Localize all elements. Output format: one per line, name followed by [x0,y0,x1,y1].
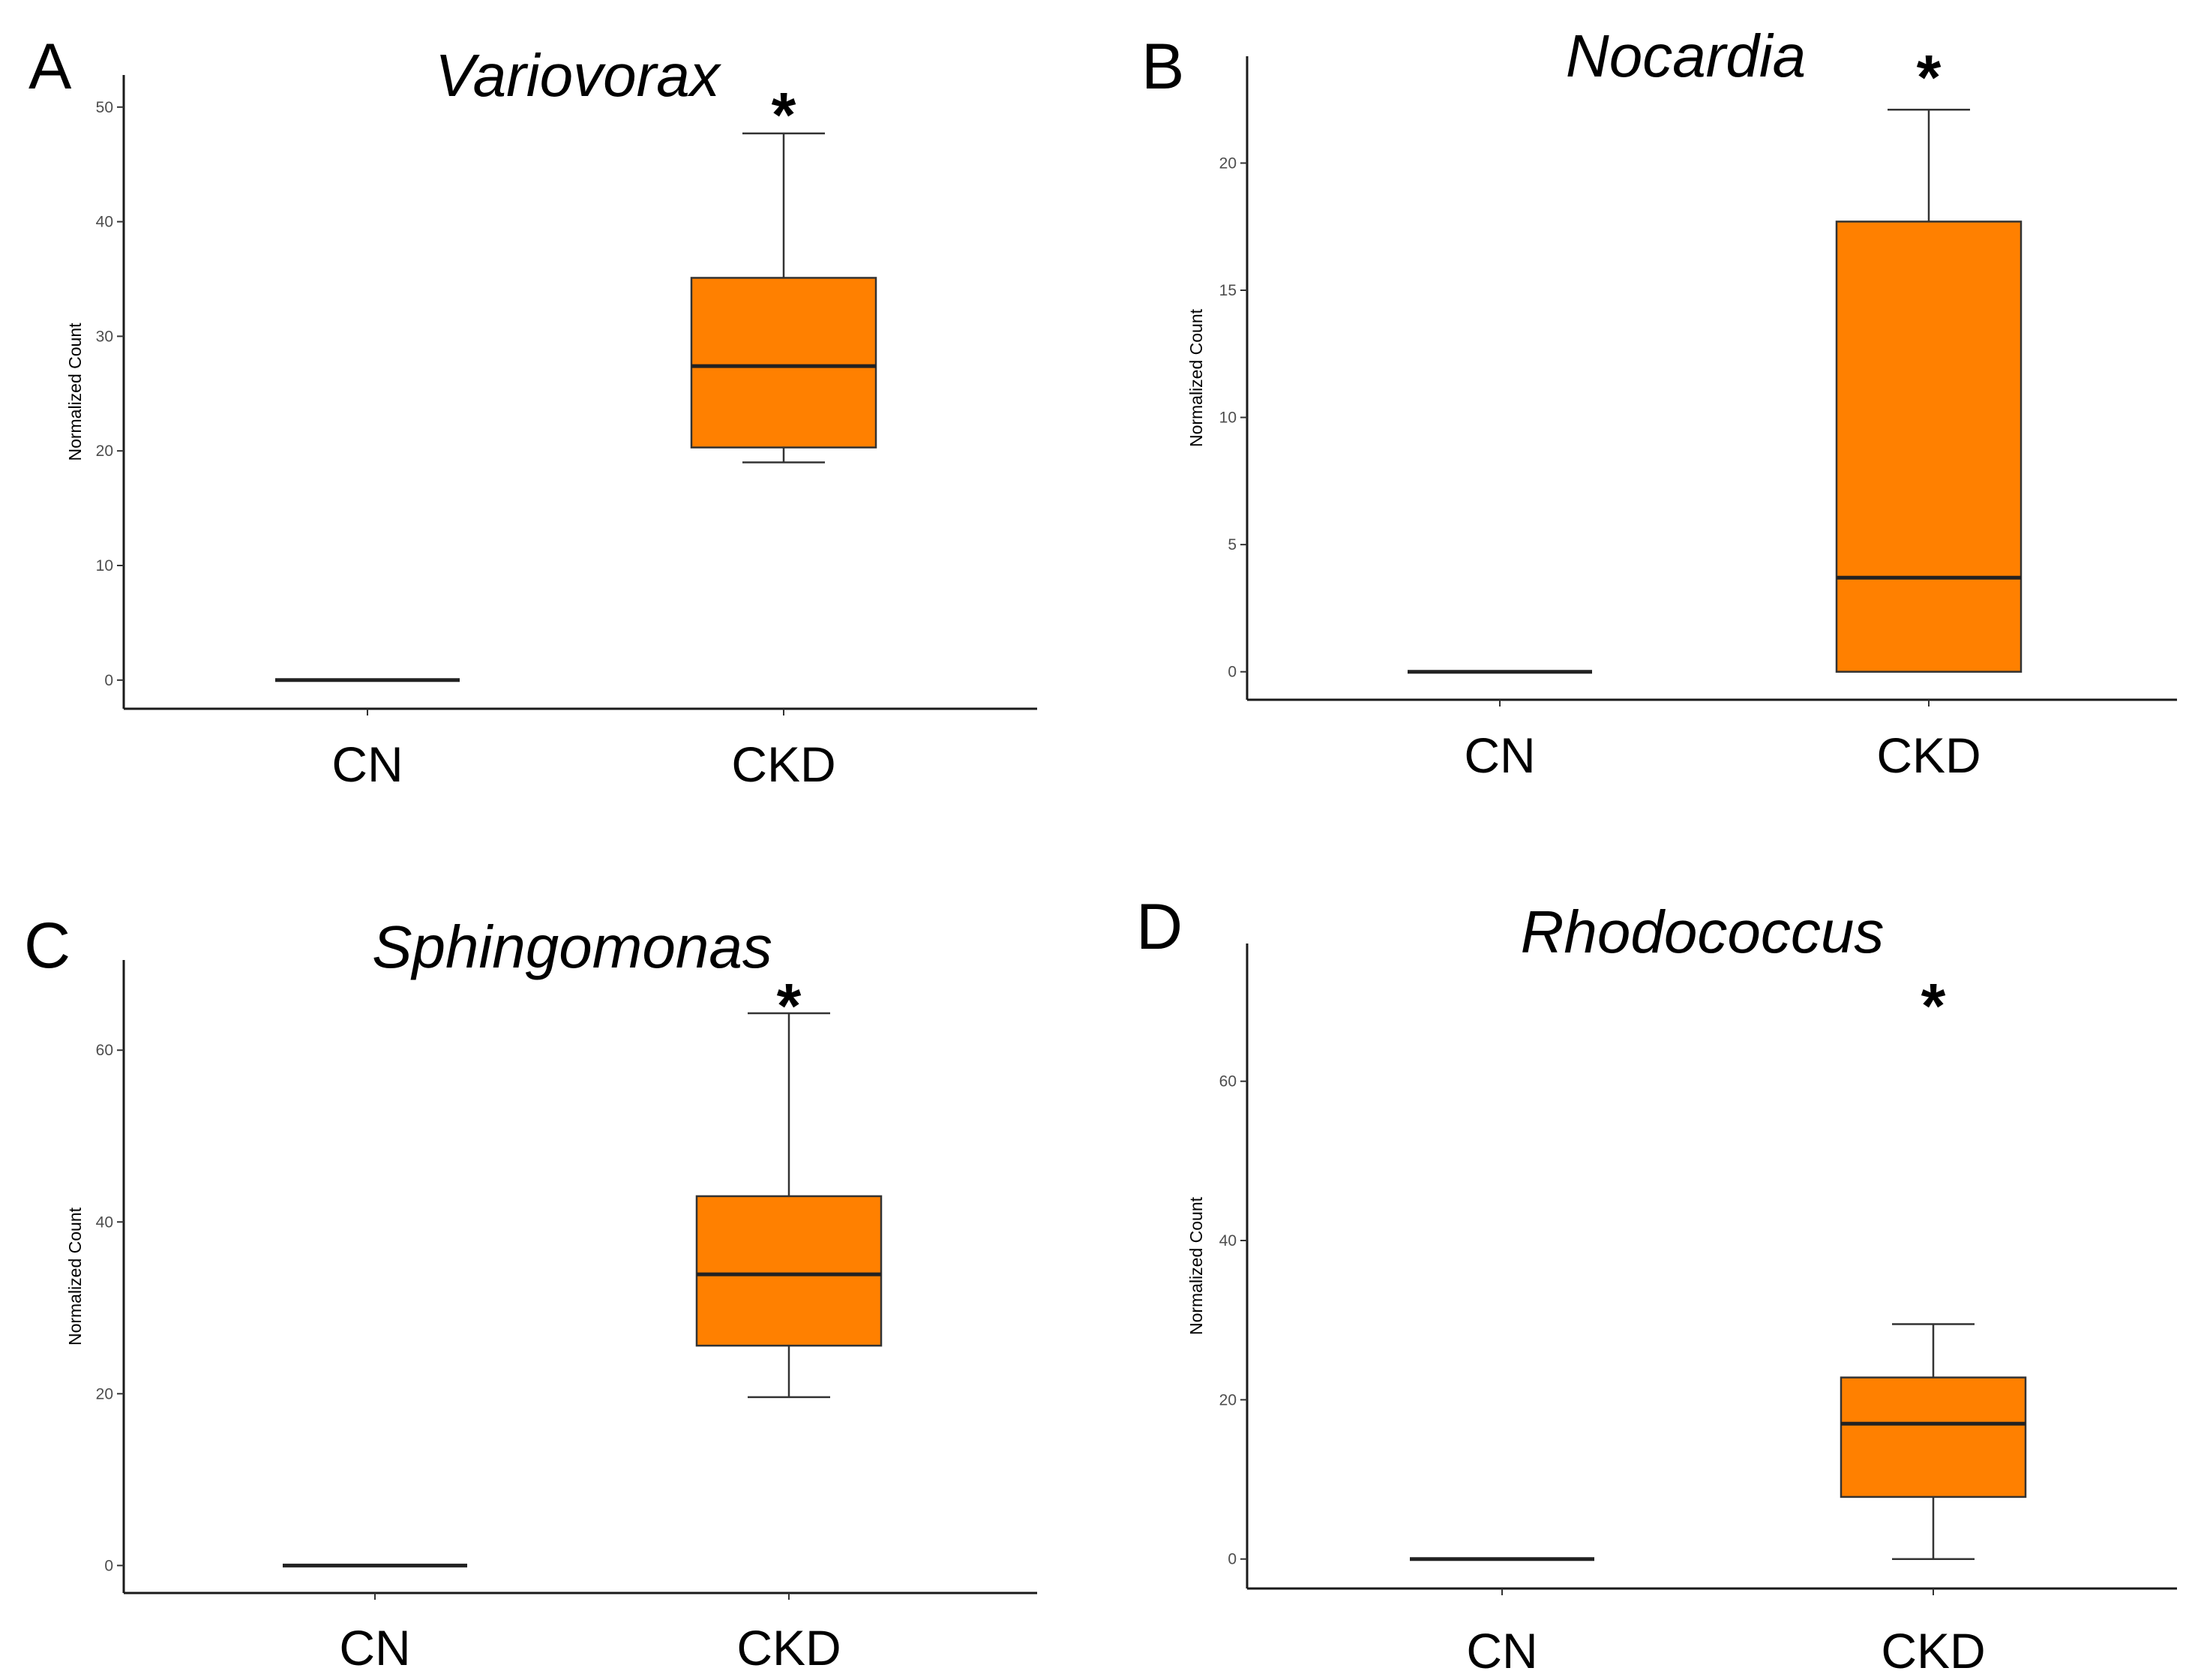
panel-b-y-tick-label: 10 [1219,410,1237,427]
panel-d-title: Rhodococcus [1521,898,1885,965]
panel-c-ckd-box [695,1195,883,1347]
panel-b-significance-star: * [1917,42,1942,112]
panel-a-x-label-ckd: CKD [731,736,835,792]
panel-a-ckd-box [690,277,877,448]
panel-d-letter: D [1136,891,1183,963]
panel-b-y-tick-label: 5 [1228,536,1237,554]
panel-b-x-label-ckd: CKD [1876,728,1981,783]
panel-c-x-label-cn: CN [339,1620,410,1676]
panel-c-y-tick-label: 0 [104,1557,113,1574]
panel-a-y-tick-label: 30 [96,328,113,345]
panel-a-y-title: Normalized Count [65,322,85,461]
panel-c-title: Sphingomonas [372,914,772,980]
panel-d-x-label-cn: CN [1466,1623,1537,1678]
panel-a-y-tick-label: 40 [96,214,113,231]
panel-a-letter: A [28,31,72,103]
panel-a-x-label-cn: CN [331,736,403,792]
panel-b-letter: B [1141,31,1184,103]
panel-a-significance-star: * [772,80,796,150]
panel-a-y-tick-label: 20 [96,442,113,460]
panel-d-y-title: Normalized Count [1186,1196,1206,1335]
panel-c-x-label-ckd: CKD [736,1620,841,1676]
panel-d-y-tick-label: 20 [1219,1391,1237,1408]
panel-c-y-tick-label: 60 [96,1042,113,1059]
panel-c-y-tick-label: 40 [96,1214,113,1231]
panel-a-title: Variovorax [435,42,721,109]
panel-d-y-tick-label: 0 [1228,1551,1237,1568]
panel-d-y-tick-label: 40 [1219,1232,1237,1250]
panel-c-significance-star: * [777,970,802,1041]
panel-d-ckd-box [1840,1376,2027,1498]
panel-a-y-tick-label: 0 [104,672,113,689]
panel-b-x-label-cn: CN [1464,728,1535,783]
panel-b-y-tick-label: 0 [1228,664,1237,681]
panel-d-y-tick-label: 60 [1219,1073,1237,1090]
panel-b-y-title: Normalized Count [1186,308,1206,447]
panel-b-ckd-box [1835,220,2023,673]
panel-c-y-tick-label: 20 [96,1385,113,1402]
panel-d-significance-star: * [1921,970,1946,1041]
panel-c-y-title: Normalized Count [65,1207,85,1346]
panel-b-y-tick-label: 15 [1219,282,1237,299]
panel-c-letter: C [24,910,70,982]
panel-d-x-label-ckd: CKD [1881,1623,1985,1678]
panel-b-y-tick-label: 20 [1219,154,1237,172]
panel-a-y-tick-label: 10 [96,557,113,574]
panel-b-title: Nocardia [1566,22,1806,89]
panel-a-y-tick-label: 50 [96,99,113,116]
